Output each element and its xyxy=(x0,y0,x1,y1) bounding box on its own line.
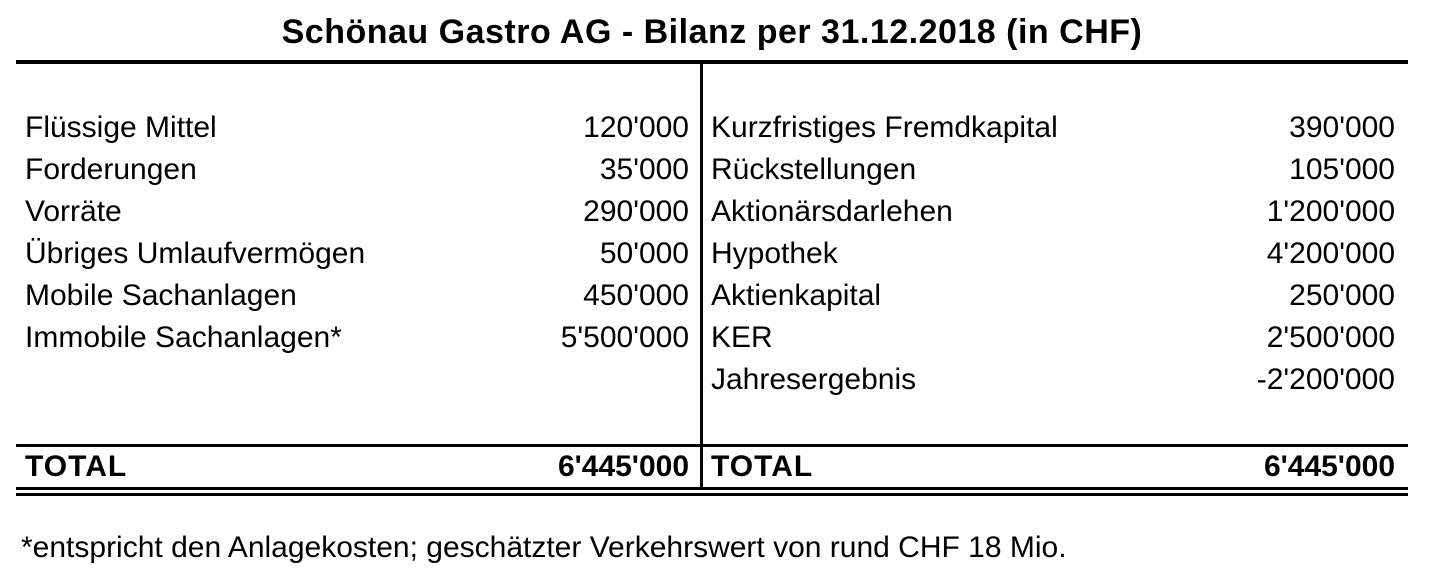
table-row: Kurzfristiges Fremdkapital 390'000 xyxy=(711,107,1395,149)
row-label: Rückstellungen xyxy=(711,153,917,186)
table-row: Rückstellungen 105'000 xyxy=(711,149,1395,191)
row-label: Forderungen xyxy=(25,153,197,186)
total-label: TOTAL xyxy=(711,450,814,483)
table-row: Hypothek 4'200'000 xyxy=(711,233,1395,275)
row-value: 5'500'000 xyxy=(560,321,689,354)
table-row: Forderungen 35'000 xyxy=(25,149,689,191)
balance-sheet: Schönau Gastro AG - Bilanz per 31.12.201… xyxy=(16,0,1408,568)
assets-total-row: TOTAL 6'445'000 xyxy=(25,447,689,487)
liabilities-total-row: TOTAL 6'445'000 xyxy=(711,447,1395,487)
liabilities-column: Kurzfristiges Fremdkapital 390'000 Rücks… xyxy=(703,64,1408,444)
balance-table: Flüssige Mittel 120'000 Forderungen 35'0… xyxy=(16,60,1408,496)
row-value: 50'000 xyxy=(599,237,689,270)
row-value: -2'200'000 xyxy=(1256,363,1395,396)
row-value: 250'000 xyxy=(1289,279,1395,312)
row-label: Mobile Sachanlagen xyxy=(25,279,297,312)
row-label: Aktionärsdarlehen xyxy=(711,195,953,228)
liabilities-total-cell: TOTAL 6'445'000 xyxy=(703,447,1408,487)
table-row: Immobile Sachanlagen* 5'500'000 xyxy=(25,317,689,359)
assets-total-cell: TOTAL 6'445'000 xyxy=(16,447,703,487)
table-row: Aktienkapital 250'000 xyxy=(711,275,1395,317)
row-value: 390'000 xyxy=(1289,111,1395,144)
totals-section: TOTAL 6'445'000 TOTAL 6'445'000 xyxy=(16,444,1408,496)
total-value: 6'445'000 xyxy=(1263,450,1395,483)
row-value: 120'000 xyxy=(583,111,689,144)
row-label: Vorräte xyxy=(25,195,122,228)
row-label: Flüssige Mittel xyxy=(25,111,217,144)
footnote: *entspricht den Anlagekosten; geschätzte… xyxy=(21,531,1067,564)
page-title: Schönau Gastro AG - Bilanz per 31.12.201… xyxy=(281,13,1143,51)
row-label: KER xyxy=(711,321,773,354)
row-value: 290'000 xyxy=(583,195,689,228)
total-label: TOTAL xyxy=(25,450,128,483)
table-row: Vorräte 290'000 xyxy=(25,191,689,233)
row-value: 105'000 xyxy=(1289,153,1395,186)
row-label: Aktienkapital xyxy=(711,279,882,312)
row-label: Kurzfristiges Fremdkapital xyxy=(711,111,1058,144)
row-value: 35'000 xyxy=(599,153,689,186)
table-row: Jahresergebnis -2'200'000 xyxy=(711,359,1395,401)
row-value: 2'500'000 xyxy=(1266,321,1395,354)
row-value: 1'200'000 xyxy=(1266,195,1395,228)
table-row: KER 2'500'000 xyxy=(711,317,1395,359)
row-label: Übriges Umlaufvermögen xyxy=(25,237,366,270)
table-row: Mobile Sachanlagen 450'000 xyxy=(25,275,689,317)
total-value: 6'445'000 xyxy=(557,450,689,483)
row-label: Immobile Sachanlagen* xyxy=(25,321,342,354)
row-label: Hypothek xyxy=(711,237,838,270)
row-value: 4'200'000 xyxy=(1266,237,1395,270)
row-label: Jahresergebnis xyxy=(711,363,917,396)
row-value: 450'000 xyxy=(583,279,689,312)
table-row: Aktionärsdarlehen 1'200'000 xyxy=(711,191,1395,233)
balance-table-body: Flüssige Mittel 120'000 Forderungen 35'0… xyxy=(16,64,1408,444)
table-row: Übriges Umlaufvermögen 50'000 xyxy=(25,233,689,275)
assets-column: Flüssige Mittel 120'000 Forderungen 35'0… xyxy=(16,64,703,444)
table-row: Flüssige Mittel 120'000 xyxy=(25,107,689,149)
